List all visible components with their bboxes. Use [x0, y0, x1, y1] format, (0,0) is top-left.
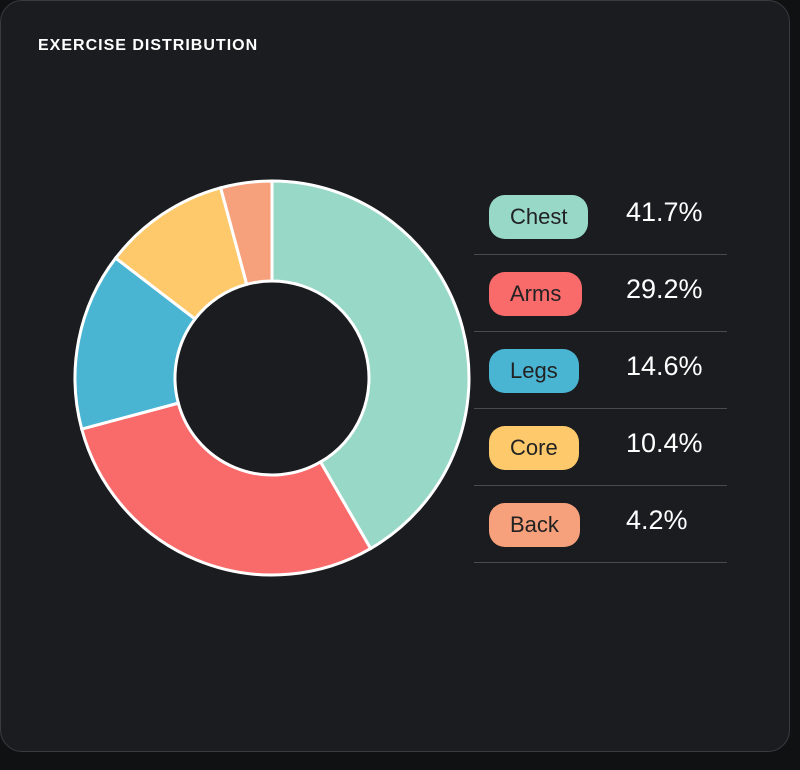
- legend-row: Arms 29.2%: [474, 255, 727, 332]
- donut-slice: [73, 255, 198, 431]
- donut-slice: [79, 401, 373, 577]
- card: EXERCISE DISTRIBUTION Chest 41.7% Arms 29.2…: [0, 0, 790, 752]
- value-label: 41.7%: [626, 197, 703, 227]
- donut-chart: [73, 179, 471, 577]
- legend-label: Legs: [489, 349, 579, 393]
- legend-label: Core: [489, 426, 579, 470]
- legend: Chest 41.7% Arms 29.2% Legs 14.6% Core 10.4% Bac…: [474, 178, 727, 563]
- legend-label: Chest: [489, 195, 589, 239]
- value-label: 10.4%: [626, 428, 703, 458]
- value-label: 4.2%: [626, 505, 688, 535]
- legend-label: Back: [489, 503, 580, 547]
- legend-row: Back 4.2%: [474, 486, 727, 563]
- value-label: 14.6%: [626, 351, 703, 381]
- chart-title: EXERCISE DISTRIBUTION: [38, 37, 259, 54]
- legend-label: Arms: [489, 272, 583, 316]
- legend-row: Core 10.4%: [474, 409, 727, 486]
- legend-row: Chest 41.7%: [474, 178, 727, 255]
- legend-row: Legs 14.6%: [474, 332, 727, 409]
- donut-slice: [218, 179, 274, 287]
- donut-slice: [270, 179, 471, 551]
- value-label: 29.2%: [626, 274, 703, 304]
